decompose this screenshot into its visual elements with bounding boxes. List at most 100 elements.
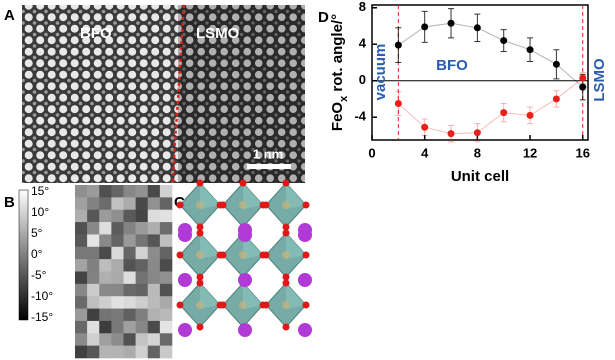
- rotation-map-cell: [147, 320, 161, 334]
- panel-label: A: [4, 7, 15, 24]
- rotation-map-cell: [123, 320, 136, 334]
- rotation-map-cell: [159, 197, 173, 211]
- rotation-map-cell: [159, 283, 173, 297]
- annotation: vacuum: [372, 44, 389, 101]
- rotation-map-cell: [99, 259, 112, 272]
- rotation-map-cell: [159, 209, 173, 223]
- rotation-map-cell: [99, 333, 112, 346]
- colorbar-label: 15°: [31, 184, 49, 198]
- rotation-map-cell: [87, 197, 100, 211]
- o-atom: [176, 301, 184, 309]
- rotation-map-cell: [159, 246, 173, 260]
- x-tick-label: 0: [368, 145, 375, 160]
- fe-atom: [282, 201, 290, 209]
- stem-image-lsmo: [178, 5, 305, 183]
- rotation-map-cell: [135, 271, 149, 285]
- octahedron-face: [286, 233, 306, 259]
- rotation-map-cell: [147, 209, 161, 223]
- rotation-map-cell: [99, 320, 112, 334]
- rotation-map-cell: [123, 209, 136, 223]
- rotation-map-cell: [111, 259, 124, 272]
- bi-atom: [238, 223, 252, 237]
- data-point: [500, 109, 508, 117]
- rotation-map-cell: [75, 209, 88, 223]
- rotation-map-cell: [75, 308, 88, 322]
- rotation-map-cell: [87, 209, 100, 223]
- rotation-map-cell: [123, 197, 136, 211]
- fe-atom: [239, 201, 247, 209]
- y-axis-label-part: FeO: [329, 102, 346, 132]
- rotation-map-cell: [111, 222, 124, 235]
- panel-label: B: [4, 194, 15, 211]
- rotation-map-cell: [123, 259, 136, 272]
- rotation-map-cell: [147, 185, 161, 198]
- rotation-map-cell: [75, 246, 88, 260]
- rotation-map-cell: [135, 308, 149, 322]
- rotation-map-cell: [87, 271, 100, 285]
- rotation-map-cell: [147, 259, 161, 272]
- rotation-map-cell: [123, 308, 136, 322]
- rotation-map-cell: [75, 234, 88, 248]
- rotation-map-cell: [147, 296, 161, 309]
- rotation-map-cell: [87, 234, 100, 248]
- o-atom: [176, 251, 184, 259]
- rotation-map-cell: [147, 222, 161, 235]
- rotation-map-cell: [159, 333, 173, 346]
- rotation-map-cell: [75, 197, 88, 211]
- rotation-map-cell: [159, 345, 173, 359]
- data-point: [579, 83, 587, 91]
- o-atom: [176, 201, 184, 209]
- rotation-map-cell: [135, 283, 149, 297]
- bi-atom: [298, 223, 312, 237]
- rotation-map-cell: [75, 320, 88, 334]
- rotation-map-cell: [159, 271, 173, 285]
- rotation-map-cell: [135, 320, 149, 334]
- colorbar-label: -15°: [31, 310, 53, 324]
- y-tick-label: -4: [354, 109, 366, 124]
- x-tick-label: 8: [474, 145, 481, 160]
- bi-atom: [298, 323, 312, 337]
- interface-line: [171, 4, 186, 184]
- rotation-map-cell: [159, 234, 173, 248]
- rotation-map-cell: [75, 222, 88, 235]
- fe-atom: [282, 301, 290, 309]
- data-point: [421, 23, 429, 31]
- region-label: BFO: [80, 25, 112, 42]
- rotation-map-cell: [87, 283, 100, 297]
- o-atom: [282, 179, 290, 187]
- rotation-map-cell: [135, 246, 149, 260]
- o-atom: [282, 223, 290, 231]
- rotation-map-cell: [111, 296, 124, 309]
- data-point: [447, 19, 455, 27]
- fe-atom: [196, 301, 204, 309]
- rotation-map-cell: [159, 185, 173, 198]
- octahedron-face: [286, 183, 306, 209]
- colorbar-label: 5°: [31, 226, 43, 240]
- y-tick-label: 8: [359, 0, 366, 14]
- rotation-map-cell: [99, 308, 112, 322]
- annotation: LSMO: [591, 58, 608, 102]
- x-tick-label: 16: [575, 145, 589, 160]
- y-axis-label: FeOx rot. angle/°: [329, 14, 350, 131]
- data-point: [552, 95, 560, 103]
- rotation-map-cell: [75, 333, 88, 346]
- rotation-map-cell: [87, 333, 100, 346]
- fe-atom: [282, 251, 290, 259]
- panel-c: C: [174, 179, 312, 358]
- rotation-map-cell: [99, 345, 112, 359]
- x-tick-label: 4: [421, 145, 429, 160]
- rotation-map-cell: [87, 185, 100, 198]
- o-atom: [262, 251, 270, 259]
- rotation-map-cell: [87, 308, 100, 322]
- rotation-map-cell: [159, 308, 173, 322]
- rotation-map-cell: [111, 320, 124, 334]
- rotation-map-cell: [75, 259, 88, 272]
- octahedron-face: [200, 183, 220, 209]
- rotation-map-cell: [159, 222, 173, 235]
- fe-atom: [239, 301, 247, 309]
- y-axis-label-part: rot. angle/°: [329, 14, 346, 96]
- rotation-map-cell: [99, 246, 112, 260]
- rotation-map-cell: [111, 209, 124, 223]
- rotation-map-cell: [147, 333, 161, 346]
